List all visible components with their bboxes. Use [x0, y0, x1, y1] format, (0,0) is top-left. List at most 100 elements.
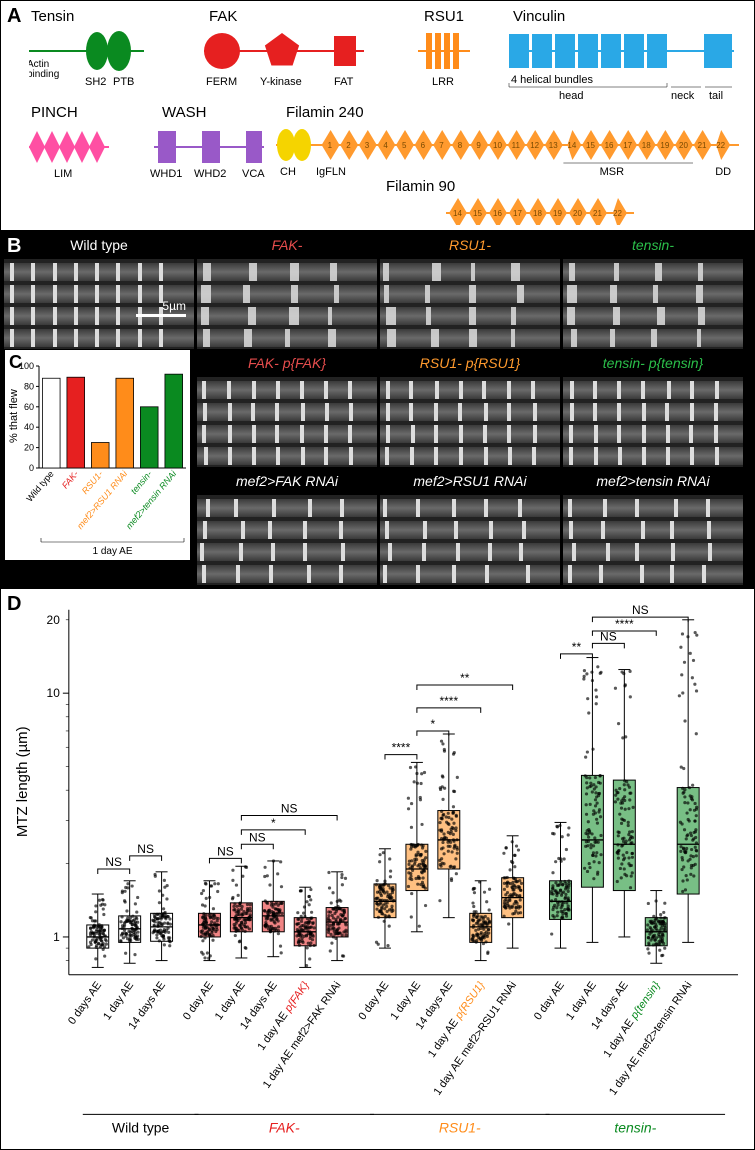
svg-text:4 helical bundles: 4 helical bundles	[511, 74, 593, 86]
svg-text:13: 13	[549, 141, 558, 150]
svg-text:1 day AE p{RSU1}: 1 day AE p{RSU1}	[426, 979, 487, 1060]
svg-text:19: 19	[553, 209, 562, 218]
svg-text:40: 40	[24, 422, 34, 432]
svg-text:4: 4	[383, 141, 388, 150]
panel-b-header: FAK-	[197, 234, 377, 256]
panel-a-svg: TensinActinbindingSH2PTBFAKFERMY-kinaseF…	[29, 7, 744, 225]
svg-text:Vinculin: Vinculin	[513, 8, 565, 25]
svg-text:20: 20	[47, 613, 61, 627]
panel-d-label: D	[7, 593, 21, 616]
svg-text:22: 22	[716, 141, 725, 150]
svg-text:*: *	[431, 717, 436, 731]
svg-text:8: 8	[458, 141, 463, 150]
svg-text:9: 9	[476, 141, 481, 150]
svg-text:1 day AE: 1 day AE	[213, 980, 248, 1023]
muscle-micrograph	[563, 377, 743, 467]
svg-text:IgFLN: IgFLN	[316, 166, 346, 178]
panel-b-header: FAK- p{FAK}	[197, 352, 377, 374]
svg-text:NS: NS	[217, 844, 234, 858]
svg-text:Wild type: Wild type	[112, 1119, 170, 1135]
svg-text:11: 11	[512, 141, 521, 150]
panel-d-chart: 11020MTZ length (µm)0 days AE1 day AE14 …	[7, 597, 748, 1143]
svg-text:18: 18	[642, 141, 651, 150]
svg-text:80: 80	[24, 381, 34, 391]
svg-text:60: 60	[24, 402, 34, 412]
muscle-micrograph	[197, 495, 377, 585]
svg-text:binding: binding	[29, 69, 59, 80]
panel-b-header: RSU1-	[380, 234, 560, 256]
svg-text:Tensin: Tensin	[31, 8, 74, 25]
svg-text:21: 21	[593, 209, 602, 218]
svg-text:**: **	[460, 671, 470, 685]
svg-text:DD: DD	[715, 166, 731, 178]
panel-a: A TensinActinbindingSH2PTBFAKFERMY-kinas…	[1, 1, 754, 231]
svg-text:tensin-: tensin-	[614, 1119, 656, 1135]
svg-text:1 day AE: 1 day AE	[101, 980, 136, 1023]
panel-b: B Wild typeFAK-RSU1-tensin-5µmFAK- p{FAK…	[1, 231, 754, 589]
panel-b-header: tensin- p{tensin}	[563, 352, 743, 374]
svg-text:20: 20	[573, 209, 582, 218]
svg-text:16: 16	[605, 141, 614, 150]
svg-text:7: 7	[439, 141, 444, 150]
panel-a-label: A	[7, 5, 21, 28]
svg-text:14: 14	[453, 209, 462, 218]
svg-text:Y-kinase: Y-kinase	[260, 76, 302, 88]
svg-text:2: 2	[346, 141, 351, 150]
svg-text:10: 10	[47, 686, 61, 700]
svg-text:17: 17	[623, 141, 632, 150]
svg-text:CH: CH	[280, 166, 296, 178]
panel-c: C 020406080100% that flewWild typeFAK-RS…	[4, 349, 191, 561]
svg-text:FAK-: FAK-	[269, 1119, 300, 1135]
panel-b-header: Wild type	[4, 234, 194, 256]
muscle-micrograph: 5µm	[4, 259, 194, 349]
svg-text:1 day AE: 1 day AE	[564, 980, 599, 1023]
svg-text:5: 5	[402, 141, 407, 150]
panel-b-header: mef2>RSU1 RNAi	[380, 470, 560, 492]
svg-text:1 day AE p{tensin}: 1 day AE p{tensin}	[601, 979, 662, 1060]
svg-text:NS: NS	[105, 855, 122, 869]
svg-text:15: 15	[473, 209, 482, 218]
svg-text:% that flew: % that flew	[8, 389, 20, 443]
muscle-micrograph	[197, 259, 377, 349]
svg-text:0 days AE: 0 days AE	[66, 980, 104, 1027]
panel-b-header: tensin-	[563, 234, 743, 256]
muscle-micrograph	[380, 495, 560, 585]
svg-text:tail: tail	[709, 90, 723, 102]
svg-text:PTB: PTB	[113, 76, 134, 88]
svg-text:1 day AE: 1 day AE	[388, 980, 423, 1023]
svg-text:****: ****	[615, 617, 634, 631]
svg-text:1 day AE: 1 day AE	[92, 546, 132, 557]
svg-text:WASH: WASH	[162, 104, 206, 121]
panel-b-header: mef2>tensin RNAi	[563, 470, 743, 492]
svg-text:neck: neck	[671, 90, 695, 102]
svg-text:Wild type: Wild type	[24, 469, 55, 504]
panel-d: D 11020MTZ length (µm)0 days AE1 day AE1…	[1, 589, 754, 1149]
svg-text:Filamin 240: Filamin 240	[286, 104, 364, 121]
svg-text:NS: NS	[281, 801, 298, 815]
svg-text:14: 14	[567, 141, 576, 150]
svg-text:MTZ length (µm): MTZ length (µm)	[14, 726, 31, 837]
svg-text:NS: NS	[249, 830, 266, 844]
svg-text:NS: NS	[600, 629, 617, 643]
muscle-micrograph	[563, 495, 743, 585]
svg-text:*: *	[271, 816, 276, 830]
svg-text:0: 0	[29, 463, 34, 473]
svg-text:FAK-: FAK-	[60, 469, 80, 491]
svg-text:WHD1: WHD1	[150, 168, 182, 180]
svg-text:6: 6	[421, 141, 426, 150]
muscle-micrograph	[380, 259, 560, 349]
svg-text:20: 20	[24, 443, 34, 453]
svg-text:RSU1: RSU1	[424, 8, 464, 25]
muscle-micrograph	[563, 259, 743, 349]
panel-c-label: C	[9, 352, 22, 373]
svg-text:PINCH: PINCH	[31, 104, 78, 121]
muscle-micrograph	[380, 377, 560, 467]
svg-text:15: 15	[586, 141, 595, 150]
svg-text:0 day AE: 0 day AE	[181, 980, 216, 1023]
muscle-micrograph	[197, 377, 377, 467]
svg-text:21: 21	[698, 141, 707, 150]
svg-text:VCA: VCA	[242, 168, 265, 180]
svg-text:12: 12	[530, 141, 539, 150]
panel-b-header: mef2>FAK RNAi	[197, 470, 377, 492]
svg-text:17: 17	[513, 209, 522, 218]
